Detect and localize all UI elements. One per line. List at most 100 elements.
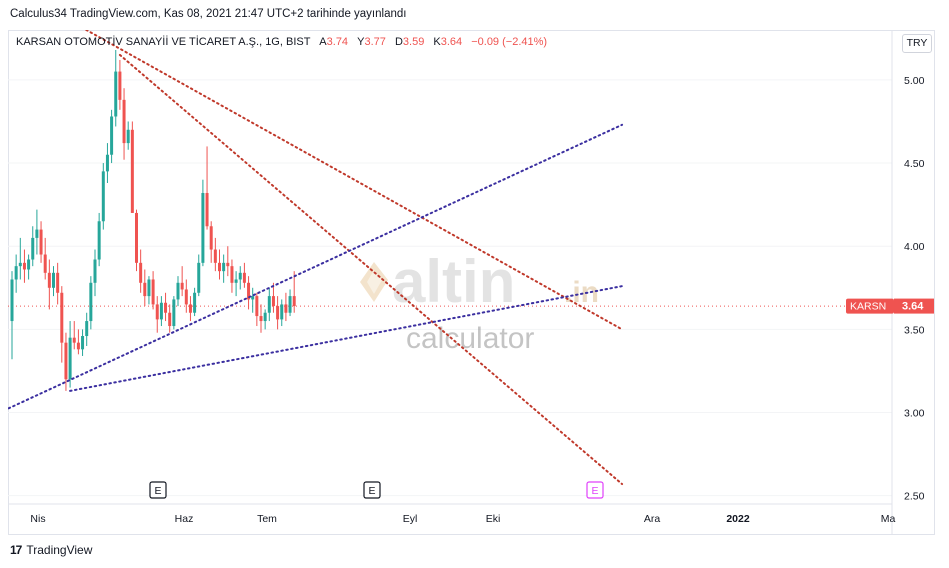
tradingview-logo-icon: 17 — [10, 543, 22, 557]
candle-body — [31, 237, 35, 260]
candle-body — [259, 316, 263, 322]
candle-body — [176, 282, 180, 300]
time-tick-label: Eki — [486, 513, 501, 525]
time-tick-label: Tem — [257, 513, 277, 525]
candle-body — [271, 296, 275, 307]
candle-body — [89, 282, 93, 322]
price-tag-symbol: KARSN — [850, 301, 886, 313]
candle-body — [60, 292, 64, 343]
earnings-marker-label: E — [154, 485, 161, 497]
chart-frame — [8, 30, 935, 535]
candle-body — [238, 272, 242, 280]
change-value: −0.09 (−2.41%) — [471, 36, 548, 48]
trendline-blue — [8, 123, 624, 410]
candle-body — [247, 282, 251, 300]
candle-body — [242, 272, 246, 283]
candle-body — [218, 262, 221, 272]
high-label: Y — [357, 36, 365, 48]
price-tick-label: 2.50 — [904, 491, 925, 503]
last-price-tag: KARSN 3.64 — [846, 298, 934, 314]
candles — [10, 49, 296, 391]
candle-body — [118, 71, 122, 100]
price-axis[interactable]: 5.00 4.50 4.00 3.50 3.00 2.50 — [904, 75, 925, 503]
candle-body — [114, 71, 118, 117]
earnings-marker-box — [149, 481, 167, 499]
candle-body — [56, 272, 60, 293]
time-axis[interactable]: Nis Haz Tem Eyl Eki Ara 2022 Ma — [30, 513, 895, 525]
time-tick-label: Ma — [881, 513, 896, 525]
candle-body — [209, 226, 213, 250]
candle-body — [68, 337, 72, 380]
candle-body — [151, 279, 155, 305]
candle-body — [143, 282, 147, 297]
trendline-red — [84, 30, 624, 331]
candle-body — [22, 262, 26, 270]
candle-body — [39, 229, 43, 255]
candle-body — [72, 337, 76, 343]
low-value: 3.59 — [402, 36, 425, 48]
candle-body — [139, 262, 143, 283]
candle-body — [213, 249, 217, 263]
candle-body — [222, 262, 226, 272]
candle-body — [52, 272, 55, 288]
symbol-legend: KARSAN OTOMOTİV SANAYİİ VE TİCARET A.Ş.,… — [16, 36, 547, 48]
candle-body — [130, 129, 134, 213]
candle-body — [76, 342, 80, 350]
price-chart[interactable]: altin .in calculator 5.00 4.50 4.00 3.50 3.0… — [8, 30, 935, 535]
time-tick-label: Ara — [644, 513, 661, 525]
candle-body — [110, 116, 114, 155]
candle-body — [47, 272, 51, 288]
time-tick-label: Nis — [30, 513, 45, 525]
time-tick-label: Eyl — [403, 513, 418, 525]
candle-body — [197, 262, 201, 293]
candle-body — [43, 254, 47, 273]
candle-body — [10, 279, 14, 322]
candle-body — [263, 312, 267, 322]
candle-body — [267, 296, 271, 313]
candle-body — [184, 289, 188, 305]
candle-body — [226, 262, 230, 267]
price-tag-value: 3.64 — [902, 301, 924, 313]
price-tick-label: 4.50 — [904, 158, 925, 170]
candle-body — [255, 296, 259, 317]
candle-body — [234, 279, 238, 283]
candle-body — [251, 296, 255, 300]
candle-body — [193, 292, 197, 313]
candle-body — [164, 302, 168, 313]
candle-body — [14, 266, 18, 280]
price-tick-label: 3.00 — [904, 408, 925, 420]
candle-body — [159, 302, 163, 320]
close-value: 3.64 — [440, 36, 463, 48]
footer-brand[interactable]: 17 TradingView — [10, 543, 92, 557]
candle-body — [284, 304, 288, 313]
candle-body — [188, 304, 192, 313]
candle-body — [280, 304, 284, 320]
currency-button[interactable]: TRY — [902, 34, 932, 53]
earnings-marker-box — [586, 481, 604, 499]
candle-body — [122, 99, 126, 144]
high-value: 3.77 — [364, 36, 386, 48]
brand-name: TradingView — [26, 543, 93, 557]
candle-body — [27, 259, 31, 270]
candle-body — [35, 229, 39, 238]
watermark-logo-icon — [360, 262, 388, 302]
candle-body — [126, 129, 130, 144]
trendlines[interactable] — [8, 30, 624, 486]
candle-body — [105, 154, 109, 172]
open-value: 3.74 — [326, 36, 349, 48]
candle-body — [155, 304, 159, 320]
trendline-blue — [69, 285, 624, 392]
candle-body — [97, 221, 101, 260]
candle-body — [93, 259, 97, 283]
watermark-sub: calculator — [406, 322, 534, 355]
candle-body — [201, 192, 205, 263]
candle-body — [85, 321, 89, 337]
time-tick-label: Haz — [175, 513, 194, 525]
earnings-marker-label: E — [368, 485, 375, 497]
publish-info: Calculus34 TradingView.com, Kas 08, 2021… — [10, 8, 407, 20]
open-label: A — [319, 36, 327, 48]
watermark-main: altin — [392, 248, 515, 315]
time-tick-label: 2022 — [726, 513, 750, 525]
watermark-suffix: .in — [564, 276, 599, 309]
